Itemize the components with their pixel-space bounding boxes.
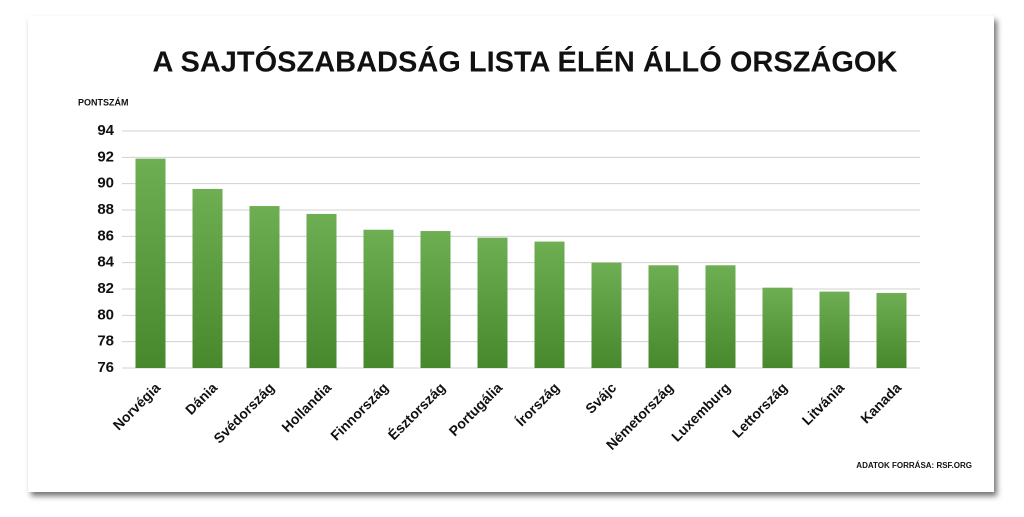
source-note: ADATOK FORRÁSA: RSF.ORG	[856, 461, 972, 470]
bar	[420, 231, 451, 368]
chart-title: A SAJTÓSZABADSÁG LISTA ÉLÉN ÁLLÓ ORSZÁGO…	[153, 45, 898, 79]
y-tick-label: 94	[97, 122, 114, 139]
y-axis-label: PONTSZÁM	[78, 97, 129, 107]
bar	[477, 237, 508, 368]
bar	[249, 206, 280, 368]
y-tick-label: 82	[97, 280, 114, 297]
y-tick-label: 76	[97, 359, 114, 376]
y-tick-label: 90	[97, 175, 114, 192]
y-tick-label: 88	[97, 201, 114, 218]
bar	[819, 291, 850, 368]
bar	[363, 229, 394, 368]
y-tick-label: 80	[97, 306, 114, 323]
card	[28, 16, 994, 492]
bar	[762, 287, 793, 368]
y-tick-label: 92	[97, 148, 114, 165]
bar	[135, 158, 166, 368]
bar	[648, 265, 679, 368]
y-tick-label: 86	[97, 227, 114, 244]
y-tick-label: 78	[97, 333, 114, 350]
y-tick-label: 84	[97, 254, 114, 271]
bar	[705, 265, 736, 368]
bar	[306, 213, 337, 368]
bar	[876, 292, 907, 368]
bar	[192, 188, 223, 368]
bar	[534, 241, 565, 368]
bar	[591, 262, 622, 368]
